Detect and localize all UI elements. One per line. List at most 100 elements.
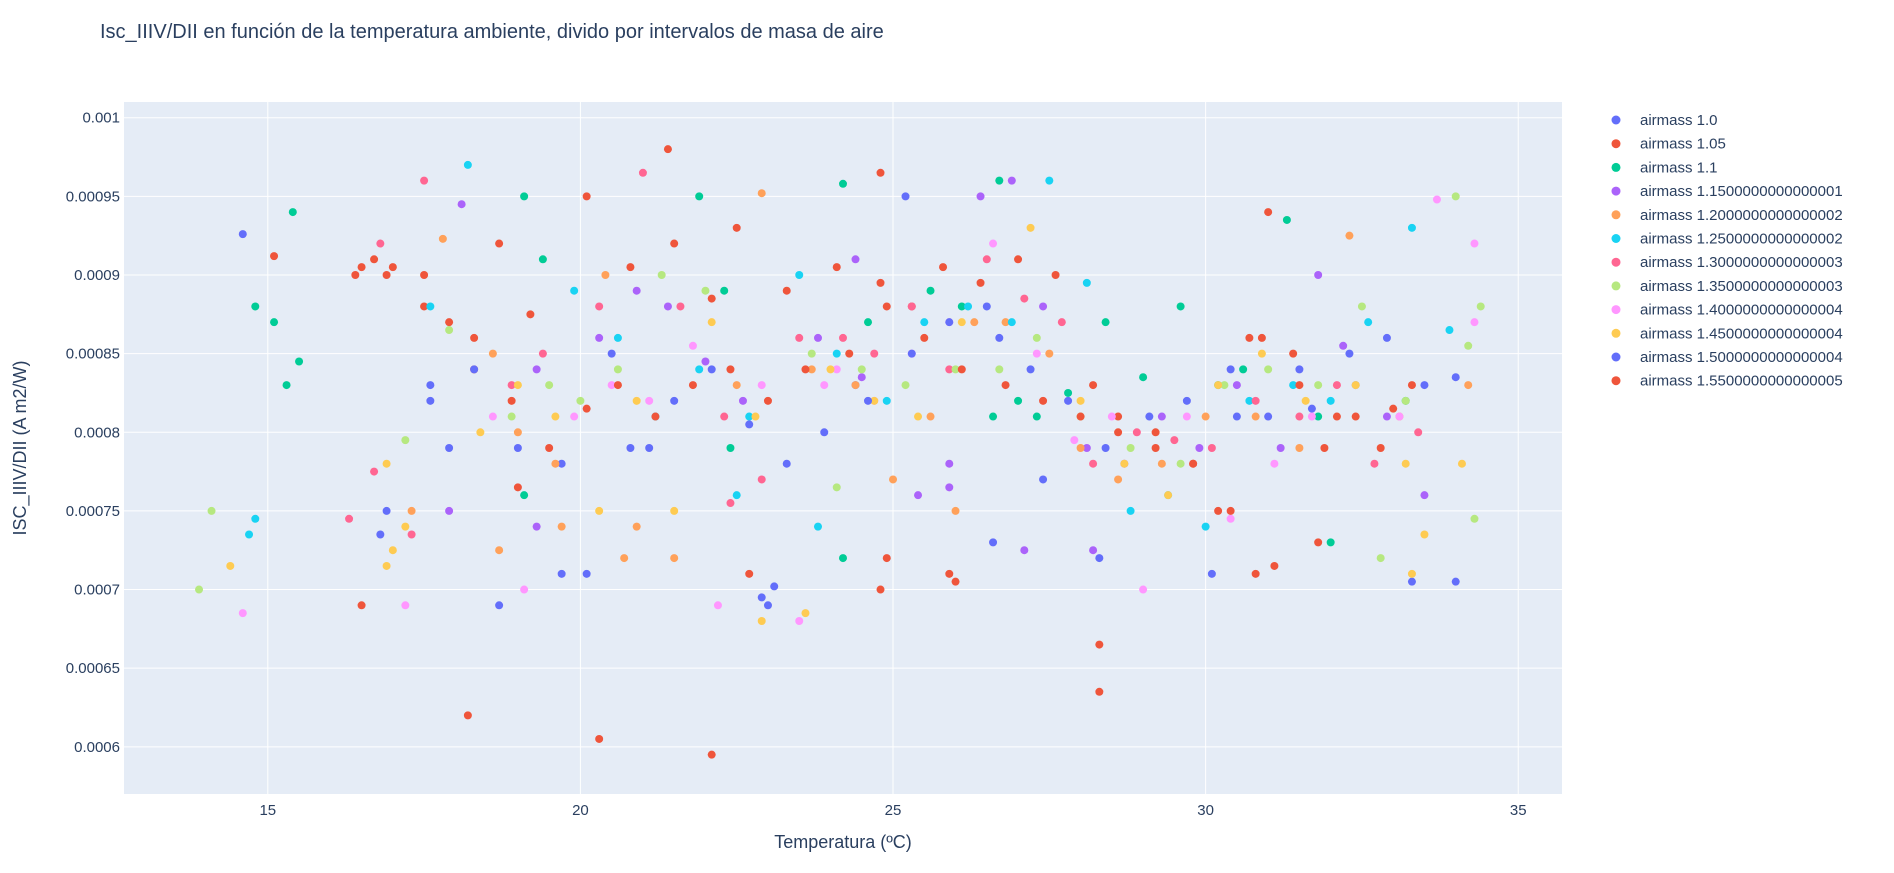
data-point (557, 522, 566, 531)
data-point (370, 255, 379, 264)
data-point (1157, 412, 1166, 421)
data-point (807, 349, 816, 358)
data-point (420, 176, 429, 185)
data-point (1182, 412, 1191, 421)
data-point (864, 318, 873, 327)
data-point (939, 263, 948, 272)
y-tick-label: 0.00075 (66, 503, 120, 520)
series-11 (376, 302, 1460, 610)
data-point (382, 561, 391, 570)
legend-item[interactable]: airmass 1.3500000000000003 (1611, 278, 1843, 295)
data-point (1445, 326, 1454, 335)
chart-title: Isc_IIIV/DII en función de la temperatur… (100, 21, 884, 43)
data-point (926, 286, 935, 295)
data-point (820, 381, 829, 390)
data-point (1414, 428, 1423, 437)
axis-ticks: 15 20 25 30 35 0.0006 0.00065 0.0007 0.00075 0.00… (66, 110, 1527, 819)
data-point (1270, 561, 1279, 570)
data-point (238, 609, 247, 618)
data-point (1145, 412, 1154, 421)
data-point (1157, 459, 1166, 468)
data-point (1026, 365, 1035, 374)
data-point (970, 318, 979, 327)
data-point (1201, 522, 1210, 531)
data-point (1276, 444, 1285, 452)
legend-marker (1611, 257, 1621, 267)
data-point (1020, 294, 1029, 303)
data-point (607, 349, 616, 358)
data-point (1189, 459, 1198, 468)
series-5 (407, 189, 1473, 563)
data-point (1032, 412, 1041, 421)
legend-item[interactable]: airmass 1.4000000000000004 (1611, 302, 1843, 319)
data-point (545, 444, 554, 452)
data-point (626, 263, 635, 272)
legend-item[interactable]: airmass 1.2000000000000002 (1611, 207, 1843, 224)
data-point (1239, 365, 1248, 374)
data-point (745, 420, 754, 429)
legend-item[interactable]: airmass 1.3000000000000003 (1611, 254, 1843, 271)
data-point (832, 365, 841, 374)
data-point (1470, 318, 1479, 327)
data-point (520, 491, 529, 500)
data-point (1220, 381, 1229, 390)
legend-item[interactable]: airmass 1.1500000000000001 (1611, 183, 1843, 200)
data-point (1045, 176, 1054, 185)
data-point (732, 491, 741, 500)
data-point (357, 601, 366, 610)
data-point (695, 365, 704, 374)
legend-item[interactable]: airmass 1.2500000000000002 (1611, 231, 1843, 248)
data-point (1264, 365, 1273, 374)
data-point (826, 365, 835, 374)
legend-item[interactable]: airmass 1.5000000000000004 (1611, 349, 1843, 366)
data-point (989, 538, 998, 547)
data-point (388, 263, 397, 272)
data-point (989, 239, 998, 248)
data-point (438, 234, 447, 243)
data-point (532, 365, 541, 374)
data-point (495, 601, 504, 610)
data-point (632, 396, 641, 405)
data-point (282, 381, 291, 390)
series-10 (226, 223, 1466, 625)
x-tick-label: 20 (572, 802, 589, 819)
data-point (1101, 318, 1110, 327)
data-point (470, 365, 479, 374)
data-point (1114, 428, 1123, 437)
data-point (1214, 506, 1223, 515)
x-tick-label: 15 (259, 802, 276, 819)
data-point (445, 506, 454, 515)
data-point (1082, 444, 1091, 452)
data-point (945, 569, 954, 578)
data-point (370, 467, 379, 476)
data-point (713, 601, 722, 610)
y-tick-label: 0.0008 (74, 424, 120, 441)
data-point (1232, 381, 1241, 390)
series-2 (270, 145, 1398, 759)
data-point (1089, 459, 1098, 468)
data-point (613, 365, 622, 374)
y-tick-label: 0.0009 (74, 267, 120, 284)
data-point (1326, 538, 1335, 547)
data-point (876, 585, 885, 594)
legend-item[interactable]: airmass 1.5500000000000005 (1611, 373, 1843, 390)
data-point (295, 357, 304, 366)
legend-item[interactable]: airmass 1.4500000000000004 (1611, 325, 1843, 342)
data-point (688, 341, 697, 350)
legend-item[interactable]: airmass 1.0 (1611, 112, 1718, 129)
legend-item[interactable]: airmass 1.05 (1611, 136, 1726, 153)
data-point (945, 483, 954, 492)
legend-marker (1611, 115, 1621, 125)
data-point (1476, 302, 1485, 311)
data-point (651, 412, 660, 421)
data-point (401, 601, 410, 610)
legend-item[interactable]: airmass 1.1 (1611, 159, 1718, 176)
data-point (995, 176, 1004, 185)
data-point (1451, 192, 1460, 201)
data-point (557, 459, 566, 468)
data-point (1470, 514, 1479, 523)
data-point (982, 302, 991, 311)
data-point (1032, 333, 1041, 342)
data-point (738, 396, 747, 405)
